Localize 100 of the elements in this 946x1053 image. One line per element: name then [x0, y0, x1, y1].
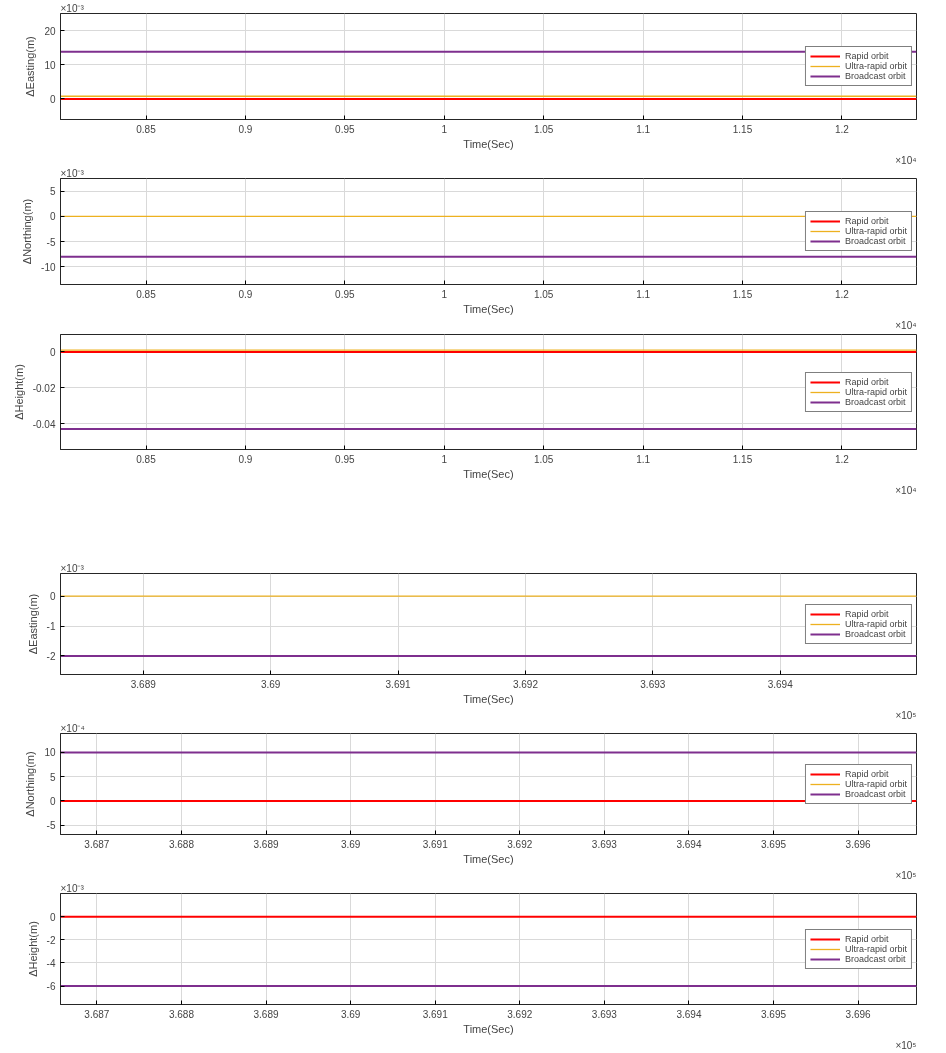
x-tick-label: 0.9	[238, 288, 253, 300]
x-tick-label: 3.694	[676, 1008, 702, 1020]
y-tick-label: -1	[46, 621, 56, 633]
legend-label: Rapid orbit	[844, 608, 889, 619]
x-tick-label: 1.2	[834, 288, 850, 300]
x-tick-label: 3.689	[130, 678, 157, 690]
text: ×10⁻³	[60, 167, 85, 179]
y-tick-label: 20	[44, 25, 56, 37]
legend-label: Broadcast orbit	[844, 953, 906, 964]
x-tick-label: 3.688	[168, 1008, 195, 1020]
y-axis-title: ΔHeight(m)	[12, 364, 25, 420]
x-axis-title: Time(Sec)	[463, 302, 514, 315]
x-tick-label: 1.05	[533, 288, 554, 300]
legend-label: Broadcast orbit	[844, 236, 906, 246]
y-tick-label: -2	[46, 934, 56, 946]
x-tick-label: 1.1	[636, 123, 651, 135]
x-tick-label: 1.1	[636, 288, 651, 300]
legend-label: Ultra-rapid orbit	[844, 618, 907, 629]
legend-label: Broadcast orbit	[844, 628, 906, 639]
legend-label: Ultra-rapid orbit	[844, 226, 907, 236]
y-tick-label: -0.04	[32, 418, 56, 430]
x-tick-label: 0.95	[335, 453, 356, 465]
legend-label: Rapid orbit	[844, 216, 889, 226]
y-axis-title: ΔNorthing(m)	[21, 198, 34, 265]
x-tick-label: 3.69	[340, 1008, 361, 1020]
y-tick-label: -5	[46, 820, 56, 832]
annotation: ×10⁻⁴	[60, 722, 85, 734]
x-tick-label: 0.85	[136, 288, 157, 300]
x-tick-label: 3.692	[512, 678, 539, 690]
y-axis-title: ΔEasting(m)	[24, 36, 37, 97]
x-tick-label: 3.691	[385, 678, 412, 690]
legend-label: Broadcast orbit	[844, 396, 906, 407]
x-tick-label: 3.695	[761, 838, 787, 850]
text: ×10⁵	[895, 869, 917, 881]
x-tick-label: 3.693	[591, 838, 618, 850]
x-tick-label: 1.15	[732, 453, 753, 465]
x-tick-label: 3.689	[253, 1008, 279, 1020]
x-tick-label: 0.95	[335, 288, 356, 300]
x-tick-label: 3.691	[422, 1008, 449, 1020]
x-tick-label: 3.692	[507, 838, 533, 850]
y-tick-label: 10	[44, 747, 56, 759]
annotation: ×10⁻³	[60, 882, 85, 894]
x-tick-label: 3.693	[591, 1008, 618, 1020]
x-tick-label: 1	[441, 453, 448, 465]
y-tick-label: 0	[49, 93, 56, 105]
y-tick-label: 5	[49, 186, 56, 198]
x-tick-label: 1.15	[732, 123, 753, 135]
x-tick-label: 1	[441, 123, 448, 135]
x-tick-label: 1.05	[533, 123, 554, 135]
text: ×10⁵	[895, 1039, 917, 1051]
legend-label: Broadcast orbit	[844, 788, 906, 799]
x-tick-label: 1.2	[834, 453, 850, 465]
x-tick-label: 3.695	[761, 1008, 787, 1020]
x-axis-title: Time(Sec)	[463, 852, 514, 865]
legend-label: Ultra-rapid orbit	[844, 61, 907, 71]
y-tick-label: 0	[49, 796, 56, 807]
x-tick-label: 3.69	[260, 678, 281, 690]
x-tick-label: 0.9	[238, 453, 253, 465]
y-tick-label: -0.02	[32, 382, 56, 394]
text: ×10⁻³	[60, 562, 85, 574]
x-tick-label: 3.693	[640, 678, 666, 690]
x-tick-label: 3.688	[168, 838, 195, 850]
text: ×10⁴	[895, 484, 917, 496]
legend-label: Rapid orbit	[844, 933, 889, 944]
y-tick-label: -5	[46, 236, 56, 248]
y-tick-label: -2	[46, 650, 56, 662]
x-tick-label: 3.689	[253, 838, 279, 850]
x-axis-title: Time(Sec)	[463, 692, 514, 705]
x-axis-title: Time(Sec)	[463, 137, 514, 150]
text: ×10⁴	[895, 319, 917, 331]
legend-label: Rapid orbit	[844, 768, 889, 779]
x-tick-label: 3.694	[767, 678, 794, 690]
x-tick-label: 1.2	[834, 123, 850, 135]
x-tick-label: 0.85	[136, 123, 157, 135]
x-tick-label: 0.95	[335, 123, 356, 135]
y-tick-label: 0	[49, 211, 56, 223]
x-tick-label: 1	[441, 288, 448, 300]
x-tick-label: 3.687	[84, 1008, 110, 1020]
y-tick-label: 10	[44, 59, 56, 71]
annotation: ×10⁻³	[60, 2, 85, 14]
legend-label: Ultra-rapid orbit	[844, 943, 907, 954]
x-tick-label: 1.05	[533, 453, 554, 465]
y-tick-label: 0	[49, 911, 56, 923]
text: ×10⁴	[895, 154, 917, 166]
y-tick-label: -10	[41, 261, 56, 273]
x-tick-label: 1.1	[636, 453, 651, 465]
legend-label: Rapid orbit	[844, 376, 889, 387]
legend-label: Broadcast orbit	[844, 71, 906, 81]
x-tick-label: 3.687	[84, 838, 110, 850]
y-tick-label: 5	[49, 771, 56, 783]
x-tick-label: 3.694	[676, 838, 702, 850]
y-axis-title: ΔNorthing(m)	[24, 751, 37, 817]
y-tick-label: -6	[46, 981, 56, 992]
x-tick-label: 3.696	[845, 1008, 872, 1020]
y-axis-title: ΔEasting(m)	[26, 593, 39, 655]
x-tick-label: 3.692	[507, 1008, 533, 1020]
legend-label: Ultra-rapid orbit	[844, 386, 907, 397]
text: ×10⁵	[895, 709, 917, 721]
legend-label: Rapid orbit	[844, 51, 889, 61]
x-tick-label: 1.15	[732, 288, 753, 300]
